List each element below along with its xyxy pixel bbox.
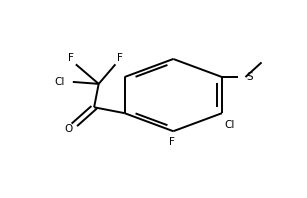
Text: Cl: Cl <box>224 120 235 130</box>
Text: O: O <box>64 124 72 134</box>
Text: F: F <box>68 53 74 64</box>
Text: Cl: Cl <box>54 77 64 87</box>
Text: F: F <box>117 53 123 64</box>
Text: S: S <box>246 72 253 82</box>
Text: F: F <box>169 137 175 147</box>
